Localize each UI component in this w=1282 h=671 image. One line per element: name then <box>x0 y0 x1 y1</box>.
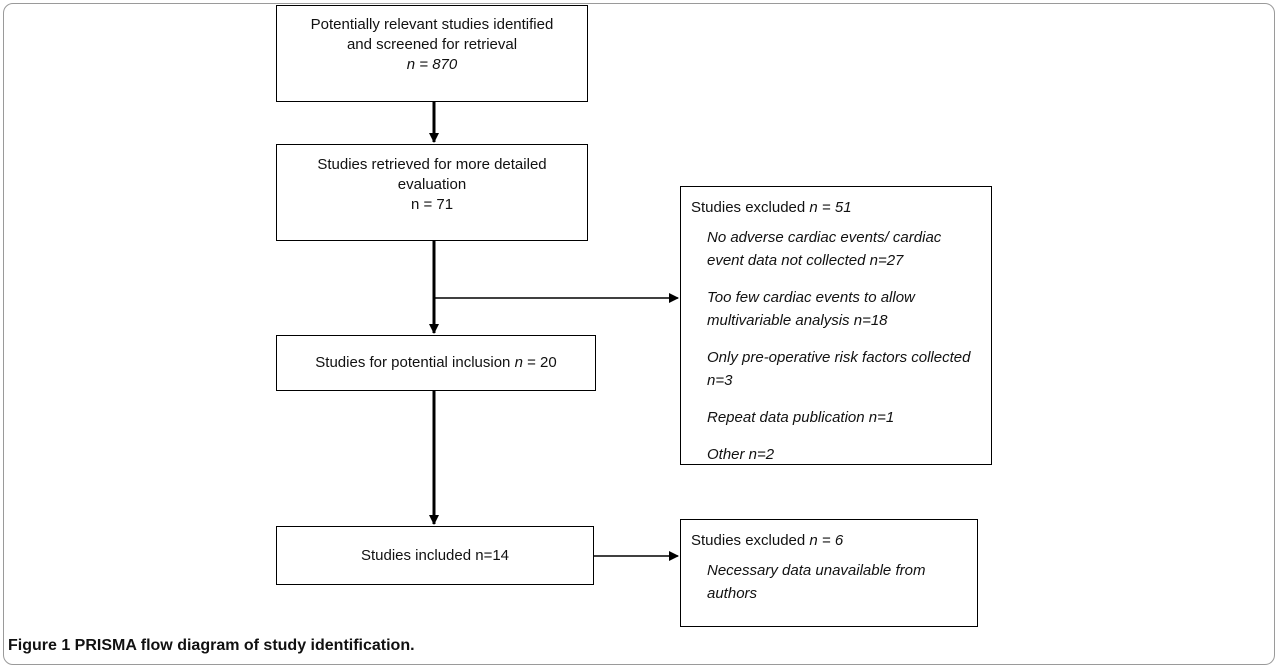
box-included-label: Studies included n=14 <box>360 547 510 564</box>
box-retrieved-count: n = 71 <box>410 196 454 213</box>
box-identified-count: n = 870 <box>406 56 458 73</box>
excluded-6-label: Studies excluded <box>691 532 810 549</box>
box-identified: Potentially relevant studies identified … <box>276 5 588 102</box>
box-identified-line1: Potentially relevant studies identified <box>310 16 554 33</box>
box-included: Studies included n=14 <box>276 526 594 585</box>
box-excluded-51: Studies excluded n = 51 No adverse cardi… <box>680 186 992 465</box>
excluded-reason: Too few cardiac events to allow multivar… <box>707 289 915 329</box>
excluded-6-count: n = 6 <box>809 532 844 549</box>
box-retrieved: Studies retrieved for more detailed eval… <box>276 144 588 241</box>
excluded-reason: Repeat data publication n=1 <box>707 409 895 426</box>
box-potential-inclusion: Studies for potential inclusion n = 20 <box>276 335 596 391</box>
box-potential-label: Studies for potential inclusion <box>315 354 515 371</box>
figure-frame <box>3 3 1275 665</box>
excluded-51-label: Studies excluded <box>691 199 810 216</box>
box-retrieved-line2: evaluation <box>397 176 467 193</box>
excluded-51-header: Studies excluded n = 51 <box>691 196 981 219</box>
excluded-reason: Necessary data unavailable from authors <box>707 562 926 602</box>
box-excluded-6: Studies excluded n = 6 Necessary data un… <box>680 519 978 627</box>
box-identified-line2: and screened for retrieval <box>346 36 518 53</box>
box-potential-value: = 20 <box>522 354 557 371</box>
excluded-reason: Only pre-operative risk factors collecte… <box>707 349 971 389</box>
excluded-6-header: Studies excluded n = 6 <box>691 529 967 552</box>
box-potential-n: n <box>514 354 523 371</box>
figure-caption: Figure 1 PRISMA flow diagram of study id… <box>8 637 415 654</box>
box-retrieved-line1: Studies retrieved for more detailed <box>317 156 547 173</box>
excluded-51-count: n = 51 <box>809 199 852 216</box>
excluded-reason: Other n=2 <box>707 446 775 463</box>
excluded-reason: No adverse cardiac events/ cardiac event… <box>707 229 942 269</box>
